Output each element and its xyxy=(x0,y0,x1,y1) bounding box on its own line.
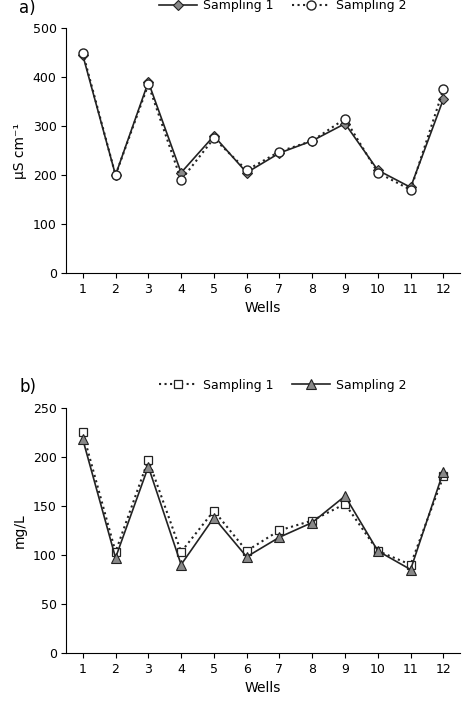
Text: b): b) xyxy=(19,378,36,397)
Legend: Sampling 1, Sampling 2: Sampling 1, Sampling 2 xyxy=(154,0,411,17)
Text: a): a) xyxy=(19,0,36,17)
Y-axis label: mg/L: mg/L xyxy=(13,513,27,548)
X-axis label: Wells: Wells xyxy=(245,681,281,695)
X-axis label: Wells: Wells xyxy=(245,301,281,315)
Legend: Sampling 1, Sampling 2: Sampling 1, Sampling 2 xyxy=(154,373,411,397)
Y-axis label: μS cm⁻¹: μS cm⁻¹ xyxy=(13,123,27,178)
